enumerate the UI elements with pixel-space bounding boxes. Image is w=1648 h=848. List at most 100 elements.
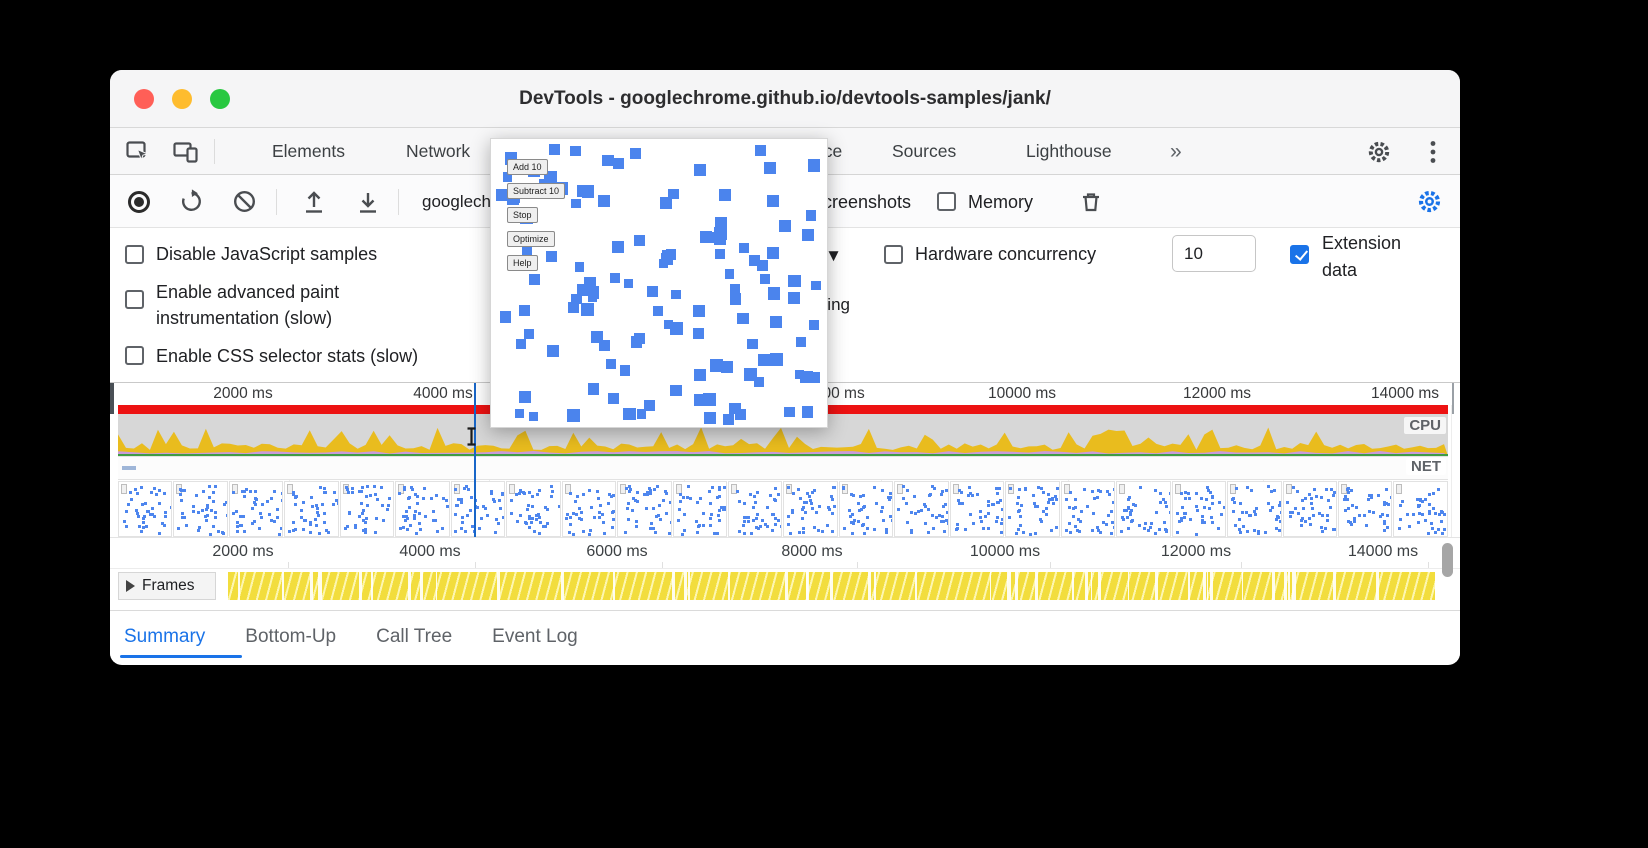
filmstrip-frame[interactable] <box>339 481 395 537</box>
filmstrip-frame[interactable] <box>1005 481 1060 537</box>
inspect-element-icon[interactable] <box>120 128 156 175</box>
minimize-window-button[interactable] <box>172 89 192 109</box>
frame-dot <box>596 490 600 494</box>
frame-dot <box>927 507 931 511</box>
frame-dot <box>1384 501 1388 505</box>
settings-gear-icon[interactable] <box>1362 128 1396 175</box>
frame-dot <box>404 509 408 513</box>
save-profile-icon[interactable] <box>353 175 383 228</box>
frame-dot <box>1275 526 1279 530</box>
network-overview-strip[interactable]: NET <box>118 456 1448 480</box>
filmstrip-frame[interactable] <box>1116 481 1171 537</box>
filmstrip-frame[interactable] <box>727 481 783 537</box>
filmstrip-frame[interactable] <box>561 481 617 537</box>
jank-square <box>623 278 634 289</box>
frame-dot <box>601 513 605 517</box>
overview-right-grip[interactable] <box>1452 383 1454 414</box>
filmstrip-frame[interactable] <box>838 481 894 537</box>
tab-call-tree[interactable]: Call Tree <box>376 625 453 647</box>
collect-garbage-icon[interactable] <box>1076 175 1106 228</box>
frame-dot <box>717 486 721 490</box>
frame-dot <box>1418 503 1422 507</box>
memory-checkbox[interactable] <box>937 192 956 211</box>
filmstrip-frame[interactable] <box>672 481 727 537</box>
frame-dot <box>975 493 979 497</box>
advanced-paint-checkbox[interactable] <box>125 290 144 309</box>
frame-dot <box>486 513 490 517</box>
more-options-icon[interactable] <box>1418 128 1448 175</box>
record-button[interactable] <box>124 175 154 228</box>
screenshots-label[interactable]: Screenshots <box>811 192 912 212</box>
frame-dot <box>294 502 298 506</box>
extension-data-label[interactable]: Extension data <box>1322 233 1402 280</box>
tab-sources[interactable]: Sources <box>892 141 957 161</box>
clear-recording-button[interactable] <box>229 175 259 228</box>
frame-dot <box>920 508 924 512</box>
filmstrip-frame[interactable] <box>228 481 284 537</box>
frame-dot <box>958 488 962 492</box>
filmstrip-frame[interactable] <box>894 481 949 537</box>
filmstrip-frame[interactable] <box>1282 481 1337 537</box>
jank-square <box>516 338 527 349</box>
filmstrip-frame[interactable] <box>118 481 173 537</box>
filmstrip-frame[interactable] <box>949 481 1005 537</box>
frame-dot <box>1195 509 1199 513</box>
frame-separator <box>1206 572 1209 600</box>
zoom-window-button[interactable] <box>210 89 230 109</box>
frame-dot <box>482 504 486 508</box>
tab-network[interactable]: Network <box>406 141 471 161</box>
memory-label[interactable]: Memory <box>968 192 1034 212</box>
filmstrip-frame[interactable] <box>284 481 339 537</box>
disable-js-samples-checkbox[interactable] <box>125 245 144 264</box>
frames-track-header[interactable]: Frames <box>118 572 216 600</box>
filmstrip-frame[interactable] <box>1337 481 1393 537</box>
filmstrip-frame[interactable] <box>1393 481 1448 537</box>
filmstrip-frame[interactable] <box>506 481 561 537</box>
tab-bottom-up[interactable]: Bottom-Up <box>245 625 337 647</box>
filmstrip-frame[interactable] <box>783 481 838 537</box>
screenshot-preview-popup: Add 10 Subtract 10 Stop Optimize Help <box>490 138 828 428</box>
hardware-concurrency-input[interactable] <box>1172 235 1256 272</box>
timeline-overview[interactable]: 2000 ms 4000 ms 6000 ms 8000 ms 10000 ms… <box>110 383 1460 537</box>
filmstrip[interactable] <box>118 481 1448 537</box>
overview-left-grip[interactable] <box>110 383 114 414</box>
jank-square <box>602 154 614 167</box>
filmstrip-frame[interactable] <box>173 481 228 537</box>
tab-event-log[interactable]: Event Log <box>492 625 578 647</box>
hardware-concurrency-label[interactable]: Hardware concurrency <box>915 244 1097 264</box>
capture-settings-gear-icon[interactable] <box>1412 175 1446 228</box>
frame-dot <box>805 491 809 495</box>
frame-dot <box>180 498 184 502</box>
filmstrip-frame[interactable] <box>617 481 672 537</box>
close-window-button[interactable] <box>134 89 154 109</box>
frame-buttons-thumb <box>287 484 294 494</box>
playhead-cursor[interactable] <box>474 383 476 537</box>
frame-dot <box>1107 514 1111 518</box>
css-selector-stats-label[interactable]: Enable CSS selector stats (slow) <box>156 346 419 366</box>
extension-data-checkbox[interactable] <box>1290 245 1309 264</box>
hardware-concurrency-checkbox[interactable] <box>884 245 903 264</box>
filmstrip-frame[interactable] <box>450 481 506 537</box>
filmstrip-frame[interactable] <box>1171 481 1227 537</box>
reload-and-record-button[interactable] <box>176 175 206 228</box>
tab-summary[interactable]: Summary <box>124 625 206 647</box>
filmstrip-frame[interactable] <box>395 481 450 537</box>
cpu-overview-strip[interactable]: CPU <box>118 414 1448 456</box>
frames-bar[interactable] <box>228 572 1435 600</box>
css-selector-stats-checkbox[interactable] <box>125 346 144 365</box>
vertical-scrollbar-thumb[interactable] <box>1442 543 1453 577</box>
tab-elements[interactable]: Elements <box>272 141 345 161</box>
frame-dot <box>1343 497 1347 501</box>
filmstrip-frame[interactable] <box>1227 481 1282 537</box>
device-toolbar-icon[interactable] <box>168 128 204 175</box>
more-tabs-chevron[interactable]: » <box>1170 140 1182 163</box>
frame-dot <box>1143 521 1147 525</box>
frame-dot <box>374 492 378 496</box>
frame-dot <box>879 509 883 513</box>
load-profile-icon[interactable] <box>299 175 329 228</box>
tab-lighthouse[interactable]: Lighthouse <box>1026 141 1112 161</box>
disable-js-samples-label[interactable]: Disable JavaScript samples <box>156 244 378 264</box>
filmstrip-frame[interactable] <box>1060 481 1116 537</box>
advanced-paint-label[interactable]: Enable advanced paint instrumentation (s… <box>156 282 340 328</box>
frame-dot <box>853 519 857 522</box>
